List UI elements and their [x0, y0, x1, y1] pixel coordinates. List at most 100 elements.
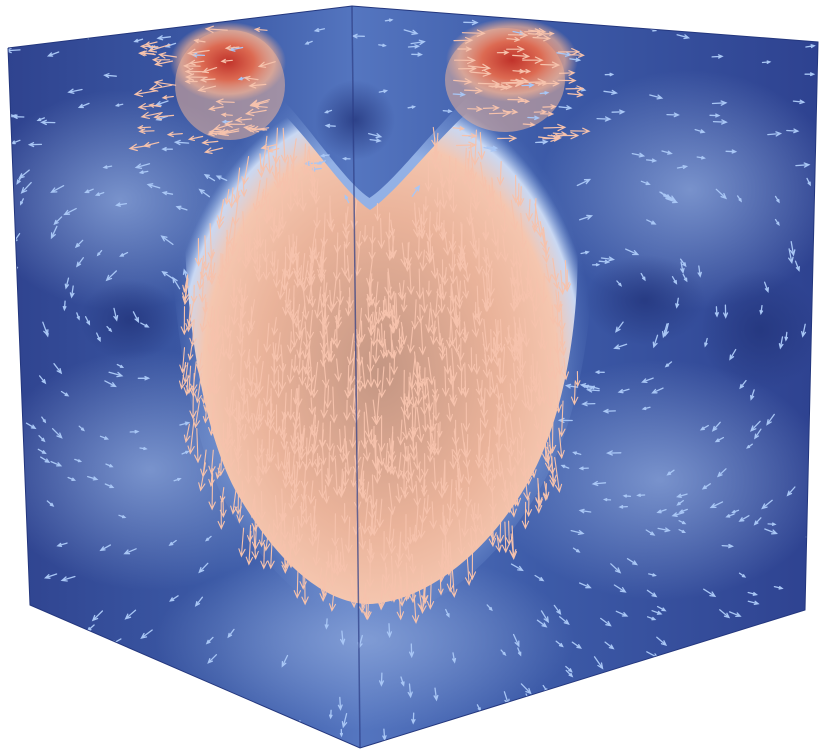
vector-arrow: [319, 153, 330, 158]
vector-arrow: [626, 558, 639, 566]
vector-arrow: [240, 211, 248, 243]
vector-arrow: [421, 453, 429, 478]
vector-arrow: [417, 586, 425, 612]
vector-arrow: [468, 548, 477, 581]
vector-arrow: [207, 130, 225, 137]
vector-arrow: [362, 587, 371, 620]
vector-arrow: [382, 339, 390, 358]
vector-arrow: [554, 309, 561, 328]
vector-arrow: [516, 358, 524, 380]
vector-arrow: [107, 702, 116, 708]
vector-arrow: [222, 315, 229, 334]
vector-arrow: [558, 400, 566, 438]
vector-arrow: [529, 353, 538, 386]
vector-arrow: [260, 144, 277, 150]
vector-arrow: [514, 252, 522, 289]
vector-arrow: [358, 522, 366, 551]
vector-arrow: [302, 437, 311, 471]
vector-arrow: [788, 727, 797, 735]
vector-arrow: [226, 389, 234, 418]
vector-arrow: [775, 721, 783, 727]
vector-arrow: [426, 576, 435, 610]
vector-arrow: [527, 115, 540, 121]
vector-arrow: [553, 332, 562, 356]
vector-arrow: [46, 51, 60, 57]
vector-arrow: [449, 184, 458, 214]
vector-arrow: [483, 274, 492, 312]
vector-arrow: [542, 31, 555, 36]
vector-arrow: [187, 344, 194, 361]
vector-arrow: [366, 542, 375, 565]
vector-arrow: [525, 464, 533, 486]
vector-arrow: [202, 297, 209, 315]
vector-arrow: [194, 596, 204, 607]
vector-arrow: [412, 505, 420, 543]
vector-arrow: [208, 449, 216, 475]
vector-arrow: [441, 367, 450, 397]
vector-arrow: [416, 463, 424, 484]
vector-arrow: [96, 249, 103, 257]
vector-arrow: [255, 254, 263, 283]
vector-arrow: [531, 215, 539, 234]
vector-arrow: [248, 82, 267, 89]
vector-arrow: [46, 500, 55, 507]
vector-arrow: [402, 481, 409, 500]
vector-arrow: [464, 87, 484, 94]
vector-arrow: [257, 61, 276, 68]
vector-arrow: [63, 207, 77, 216]
vector-arrow: [134, 163, 151, 169]
vector-arrow: [52, 665, 64, 672]
vector-arrow: [388, 583, 395, 602]
vector-arrow: [378, 366, 386, 399]
vector-arrow: [129, 429, 140, 434]
vector-arrow: [495, 83, 513, 90]
vector-arrow: [424, 160, 433, 192]
vector-arrow: [408, 355, 417, 391]
vector-arrow: [183, 423, 191, 444]
vector-arrow: [496, 520, 504, 544]
vector-arrow: [457, 519, 465, 557]
vector-arrow: [570, 381, 579, 406]
vector-arrow: [512, 488, 519, 507]
vector-arrow: [506, 45, 525, 53]
vector-arrow: [136, 659, 144, 669]
vector-arrow: [425, 308, 433, 334]
vector-arrow: [714, 306, 719, 318]
vector-arrow: [736, 195, 742, 203]
vector-arrow: [709, 708, 716, 715]
vector-arrow: [552, 131, 568, 137]
vector-arrow: [454, 463, 463, 497]
vector-arrow: [222, 241, 230, 274]
vector-arrow: [281, 441, 289, 471]
vector-arrow: [133, 38, 144, 43]
vector-arrow: [290, 297, 298, 325]
vector-arrow: [481, 271, 490, 308]
vector-arrow: [208, 472, 216, 511]
vector-arrow: [138, 128, 155, 134]
vector-arrow: [580, 250, 590, 255]
vector-arrow: [199, 76, 216, 83]
vector-arrow: [678, 508, 688, 513]
vector-arrow: [325, 451, 333, 484]
vector-arrow: [641, 377, 654, 384]
vector-arrow: [714, 436, 725, 443]
vector-arrow: [37, 448, 47, 455]
vector-arrow: [548, 418, 557, 454]
vector-arrow: [204, 25, 228, 34]
vector-arrow: [259, 439, 265, 456]
vector-arrow: [711, 100, 728, 106]
vector-arrow: [231, 297, 239, 326]
vector-arrow: [488, 109, 512, 117]
vector-arrow: [784, 331, 789, 342]
vector-arrow: [631, 152, 646, 158]
vector-arrow: [772, 642, 782, 647]
vector-arrow: [384, 18, 394, 22]
vector-arrow: [496, 160, 505, 187]
vector-arrow: [435, 315, 444, 347]
vector-arrow: [509, 413, 517, 446]
vector-arrow: [253, 339, 262, 365]
vector-arrow: [226, 423, 233, 440]
vector-arrow: [317, 250, 325, 279]
vector-arrow: [118, 514, 127, 519]
